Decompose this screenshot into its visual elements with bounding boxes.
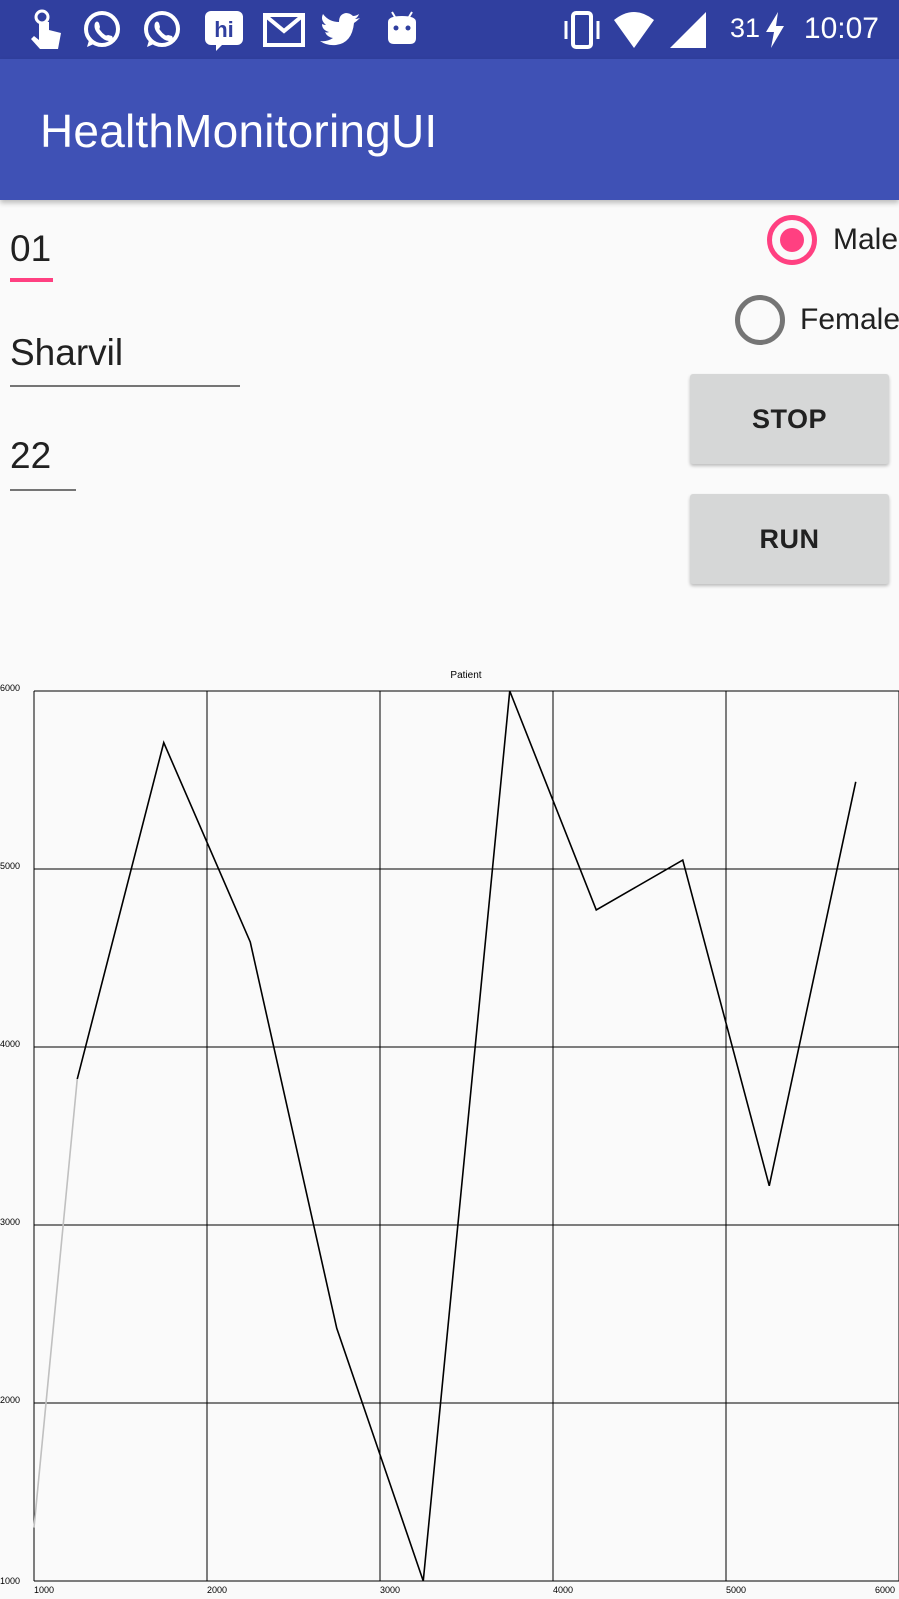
x-tick-label: 5000: [726, 1585, 746, 1595]
y-tick-label: 6000: [0, 683, 20, 693]
gmail-icon: [263, 13, 305, 47]
whatsapp-icon: [84, 11, 120, 47]
patient-age-underline: [10, 489, 76, 491]
android-icon: [388, 11, 416, 44]
patient-age-input[interactable]: 22: [10, 435, 52, 476]
charging-icon: [766, 12, 784, 48]
female-radio[interactable]: [735, 295, 785, 345]
y-tick-label: 5000: [0, 861, 20, 871]
y-tick-label: 2000: [0, 1395, 20, 1405]
patient-name-input[interactable]: Sharvil: [10, 332, 124, 373]
wifi-icon: [614, 12, 654, 48]
signal-icon: [670, 12, 706, 48]
patient-id-underline: [10, 278, 53, 282]
touch-icon: [31, 9, 61, 49]
y-tick-label: 1000: [0, 1576, 20, 1586]
female-label[interactable]: Female: [800, 303, 899, 336]
status-bar: hi 31 10:07: [0, 0, 899, 59]
twitter-icon: [320, 13, 360, 46]
x-tick-label: 6000: [875, 1585, 895, 1595]
x-tick-label: 2000: [207, 1585, 227, 1595]
x-tick-label: 3000: [380, 1585, 400, 1595]
y-tick-label: 4000: [0, 1039, 20, 1049]
stop-button[interactable]: STOP: [690, 374, 889, 464]
patient-id-input[interactable]: 01: [10, 228, 52, 269]
patient-name-underline: [10, 385, 240, 387]
run-button[interactable]: RUN: [690, 494, 889, 584]
male-label[interactable]: Male: [833, 223, 899, 256]
x-tick-label: 1000: [34, 1585, 54, 1595]
patient-chart: 1000 2000 3000 4000 5000 6000 1000 2000 3000 4000…: [0, 670, 899, 1595]
svg-text:hi: hi: [214, 17, 234, 42]
y-tick-label: 3000: [0, 1217, 20, 1227]
vibrate-icon: [564, 11, 600, 49]
clock: 10:07: [803, 12, 879, 45]
app-title: HealthMonitoringUI: [40, 105, 438, 157]
x-tick-label: 4000: [553, 1585, 573, 1595]
series-line-offscreen: [33, 1078, 79, 1528]
chart-title: Patient: [450, 670, 481, 681]
battery-level: 31: [730, 13, 761, 43]
male-radio[interactable]: [767, 215, 817, 265]
whatsapp-icon: [144, 11, 180, 47]
app-bar: HealthMonitoringUI: [0, 59, 899, 200]
series-line: [76, 691, 857, 1581]
hike-icon: hi: [205, 11, 243, 51]
